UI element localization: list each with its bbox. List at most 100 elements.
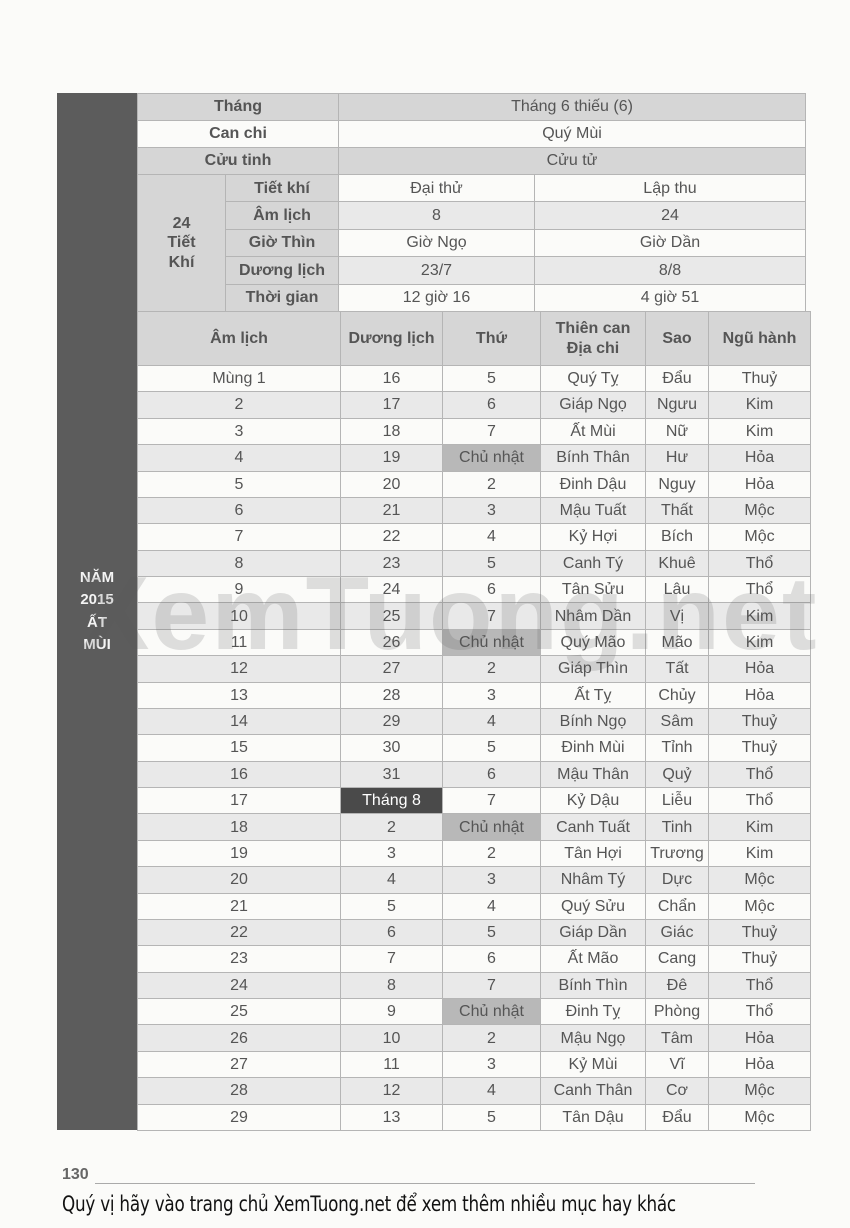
table-cell: Quý Sửu [540,892,646,920]
watermark: XemTuong.net [80,556,819,672]
table-cell: 18 [137,813,341,841]
table-cell: Mộc [708,892,811,920]
table-cell: 9 [340,998,443,1026]
table-cell: Đê [645,971,709,1000]
table-cell: Liễu [645,787,709,815]
table-cell: Thất [645,496,709,525]
column-header: Âm lịch [137,311,341,366]
table-cell: Thổ [708,760,811,789]
column-header-line: Dương lịch [348,329,435,347]
table-cell: 12 [137,655,341,683]
solar-term-value: Giờ Dần [534,228,806,258]
table-cell: 20 [340,470,443,498]
table-cell: Tinh [645,813,709,841]
table-cell: Tháng 8 [340,787,443,815]
table-cell: 13 [137,681,341,709]
table-cell: Mộc [708,1103,811,1131]
table-cell: 12 [340,1077,443,1105]
table-cell: 15 [137,734,341,762]
table-cell: 7 [442,971,541,1000]
header-label: Cửu tinh [137,147,339,175]
table-cell: Thổ [708,998,811,1026]
solar-term-value: 8 [338,201,535,230]
table-cell: Chủ nhật [442,813,541,841]
column-header: Dương lịch [340,311,443,366]
table-cell: Thuỷ [708,918,811,947]
table-cell: 31 [340,760,443,789]
table-cell: Hư [645,444,709,472]
solar-term-value: 12 giờ 16 [338,283,535,312]
table-cell: Kỷ Dậu [540,787,646,815]
side-label-line: 2015 [80,591,114,608]
table-cell: Hỏa [708,444,811,472]
table-cell: Hỏa [708,1050,811,1079]
solar-term-value: 24 [534,201,806,230]
table-cell: 2 [442,470,541,498]
table-cell: Ất Mão [540,945,646,973]
page-number: 130 [62,1166,89,1183]
table-cell: 4 [442,892,541,920]
table-cell: 3 [442,866,541,894]
table-cell: 21 [340,496,443,525]
table-cell: 4 [340,866,443,894]
table-cell: 2 [442,655,541,683]
column-header-line: Thứ [475,329,508,347]
table-cell: 2 [340,813,443,841]
table-cell: 28 [137,1077,341,1105]
table-cell: Vị [645,602,709,630]
table-cell: Cơ [645,1077,709,1105]
header-value: Quý Mùi [338,120,806,148]
column-header: Ngũ hành [708,311,811,366]
table-cell: Chẩn [645,892,709,920]
table-cell: Ất Mùi [540,417,646,446]
table-cell: 29 [340,707,443,736]
table-cell: Ất Tỵ [540,681,646,709]
solar-terms-label-line: Khí [168,253,195,271]
table-cell: 18 [340,417,443,446]
solar-term-field: Thời gian [225,283,339,312]
table-cell: 16 [137,760,341,789]
table-cell: 26 [137,1024,341,1052]
table-cell: 21 [137,892,341,920]
table-cell: 5 [442,734,541,762]
table-cell: Thuỷ [708,945,811,973]
table-cell: 24 [137,971,341,1000]
table-cell: 8 [340,971,443,1000]
table-cell: 10 [137,602,341,630]
table-cell: 5 [340,892,443,920]
table-cell: 2 [442,1024,541,1052]
table-cell: Mộc [708,866,811,894]
table-cell: Nữ [645,417,709,446]
table-cell: 22 [340,523,443,551]
side-label-line: MÙI [83,636,111,653]
table-cell: 2 [137,391,341,419]
table-cell: Thổ [708,971,811,1000]
table-cell: Trương [645,839,709,868]
solar-terms-label-line: Tiết [167,234,196,252]
table-cell: Hỏa [708,470,811,498]
table-cell: Quỷ [645,760,709,789]
column-header-line: Sao [662,329,692,347]
table-cell: Tân Dậu [540,1103,646,1131]
table-cell: Mộc [708,523,811,551]
table-cell: Chủ nhật [442,998,541,1026]
table-cell: 22 [137,918,341,947]
column-header: Thứ [442,311,541,366]
table-cell: Ngưu [645,391,709,419]
table-cell: 16 [340,365,443,393]
table-cell: Đẩu [645,1103,709,1131]
table-cell: Canh Thân [540,1077,646,1105]
table-cell: 3 [442,681,541,709]
column-header-line: Âm lịch [210,329,268,347]
table-cell: 7 [442,417,541,446]
table-cell: Giáp Dần [540,918,646,947]
solar-term-field: Dương lịch [225,256,339,285]
table-cell: 5 [442,918,541,947]
table-cell: 29 [137,1103,341,1131]
column-header: Sao [645,311,709,366]
table-cell: Nhâm Dần [540,602,646,630]
table-cell: Bính Ngọ [540,707,646,736]
table-cell: 10 [340,1024,443,1052]
header-value: Tháng 6 thiếu (6) [338,93,806,121]
table-cell: Hỏa [708,681,811,709]
